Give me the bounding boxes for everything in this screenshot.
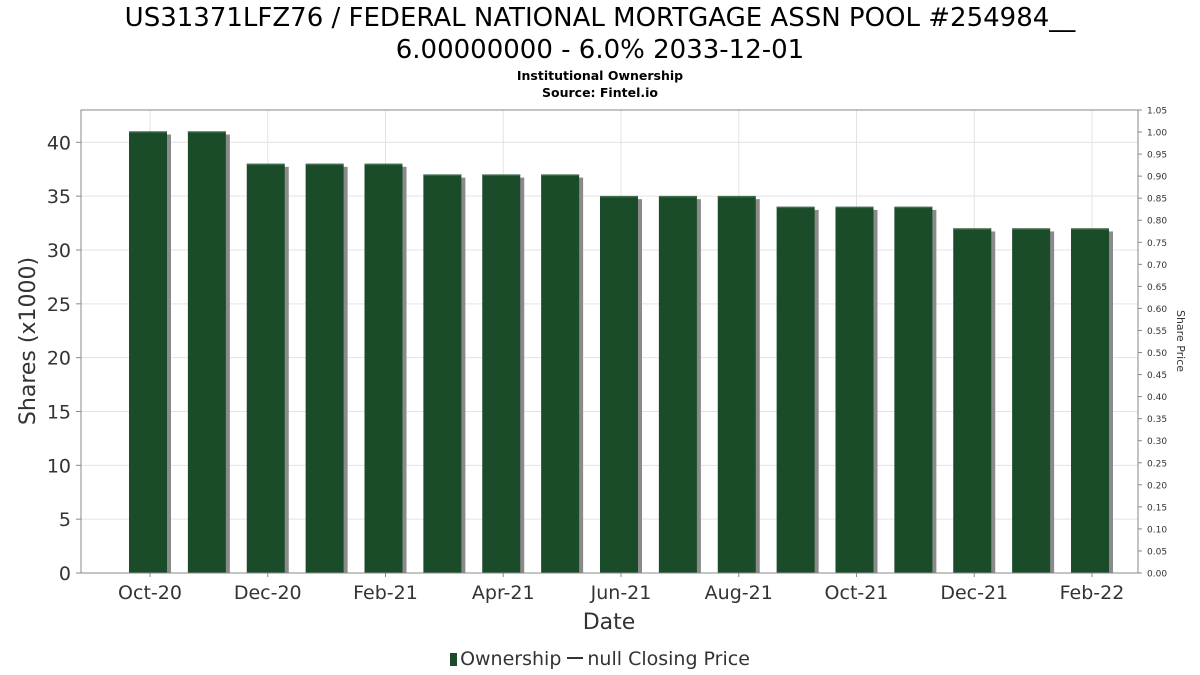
- chart-legend: Ownership null Closing Price: [0, 647, 1200, 670]
- y2-tick-label: 0.55: [1147, 327, 1167, 337]
- x-tick-label: Oct-21: [825, 582, 889, 604]
- y2-tick-label: 0.10: [1147, 525, 1167, 535]
- x-tick-label: Jun-21: [590, 582, 652, 604]
- bar: [776, 206, 815, 573]
- y2-tick-label: 0.85: [1147, 195, 1167, 205]
- y2-tick-label: 1.05: [1147, 107, 1167, 117]
- y-tick-label: 0: [59, 563, 71, 585]
- bar: [246, 163, 285, 573]
- bar: [541, 174, 580, 573]
- bar: [423, 174, 462, 573]
- x-tick-label: Feb-22: [1060, 582, 1125, 604]
- legend-label-ownership: Ownership: [460, 647, 562, 670]
- x-tick-label: Aug-21: [705, 582, 773, 604]
- y-tick-label: 25: [47, 294, 71, 316]
- bar: [482, 174, 521, 573]
- y2-tick-label: 0.05: [1147, 547, 1167, 557]
- y2-tick-label: 0.00: [1147, 570, 1167, 580]
- x-tick-label: Oct-20: [118, 582, 182, 604]
- legend-item-closing-price: null Closing Price: [561, 648, 750, 670]
- bar: [717, 196, 756, 574]
- y-axis-label: Shares (x1000): [16, 257, 41, 425]
- y2-tick-label: 0.80: [1147, 217, 1167, 227]
- y2-axis-label: Share Price: [1174, 310, 1187, 372]
- chart-title-line-2: 6.00000000 - 6.0% 2033-12-01: [395, 35, 805, 65]
- y2-tick-label: 0.65: [1147, 283, 1167, 293]
- legend-label-closing-price: null Closing Price: [587, 647, 750, 670]
- x-tick-label: Apr-21: [472, 582, 535, 604]
- bar: [658, 196, 697, 574]
- bar: [129, 131, 167, 573]
- y2-tick-label: 0.25: [1147, 459, 1167, 469]
- y-tick-label: 5: [59, 509, 71, 531]
- y2-tick-label: 0.75: [1147, 239, 1167, 249]
- x-tick-label: Feb-21: [353, 582, 418, 604]
- y-tick-label: 30: [47, 240, 71, 262]
- y-tick-label: 20: [47, 348, 71, 370]
- y2-tick-label: 0.90: [1147, 173, 1167, 183]
- bar-series-ownership: [129, 131, 1113, 574]
- y-tick-label: 40: [47, 132, 71, 154]
- bar: [894, 206, 933, 573]
- bar: [1012, 228, 1051, 573]
- bar: [187, 131, 226, 573]
- bar: [1071, 228, 1109, 573]
- chart-subtitle: Institutional Ownership: [516, 68, 684, 83]
- y-tick-label: 15: [47, 401, 71, 423]
- y2-tick-label: 0.50: [1147, 349, 1167, 359]
- x-tick-label: Dec-21: [940, 582, 1008, 604]
- plot-area-frame: [80, 109, 1139, 574]
- y-tick-label: 10: [47, 455, 71, 477]
- chart-source: Source: Fintel.io: [542, 85, 658, 100]
- y2-tick-label: 0.20: [1147, 481, 1167, 491]
- bar: [600, 196, 638, 574]
- x-axis-label: Date: [583, 610, 636, 635]
- ownership-swatch: [450, 652, 458, 666]
- y2-tick-label: 1.00: [1147, 129, 1167, 139]
- ownership-chart: 0 5 10 15 20 25 30 35 40 0.00 0.05 0.10 0.15 0.20 0.2…: [16, 107, 1187, 636]
- y2-tick-label: 0.60: [1147, 305, 1167, 315]
- y-tick-label: 35: [47, 186, 71, 208]
- legend-item-ownership: Ownership: [450, 648, 561, 670]
- x-axis-ticks: Oct-20 Dec-20 Feb-21 Apr-21 Jun-21 Aug-21 Oct-…: [118, 573, 1124, 604]
- x-tick-label: Dec-20: [234, 582, 302, 604]
- y2-tick-label: 0.30: [1147, 437, 1167, 447]
- bar: [305, 163, 344, 573]
- y2-tick-label: 0.15: [1147, 503, 1167, 513]
- y2-tick-label: 0.70: [1147, 261, 1167, 271]
- chart-title-line-1: US31371LFZ76 / FEDERAL NATIONAL MORTGAGE…: [124, 3, 1076, 33]
- y-axis-ticks: 0 5 10 15 20 25 30 35 40: [47, 132, 81, 585]
- bar: [953, 228, 992, 573]
- y2-tick-label: 0.45: [1147, 371, 1167, 381]
- y2-tick-label: 0.35: [1147, 415, 1167, 425]
- bar: [835, 206, 874, 573]
- y2-tick-label: 0.40: [1147, 393, 1167, 403]
- y2-axis-ticks: 0.00 0.05 0.10 0.15 0.20 0.25 0.30 0.35 0.40 0.45…: [1138, 107, 1167, 580]
- y2-tick-label: 0.95: [1147, 151, 1167, 161]
- bar: [364, 163, 403, 573]
- closing-price-swatch: [567, 656, 584, 659]
